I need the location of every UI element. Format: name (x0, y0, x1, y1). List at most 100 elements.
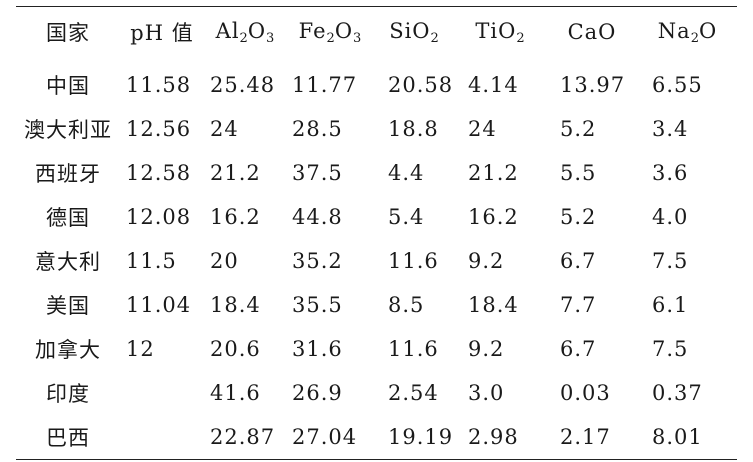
value-cell-na2o: 3.4 (652, 117, 689, 141)
column-header-sio2: SiO2 (374, 7, 454, 57)
value-cell-sio2: 8.5 (388, 293, 425, 317)
value-cell-al2o3: 20 (210, 249, 239, 273)
formula-text: O (247, 18, 267, 43)
value-cell-tio2: 4.14 (468, 73, 519, 97)
value-cell-fe2o3: 27.04 (292, 425, 358, 449)
value-cell-ph (120, 371, 204, 415)
value-cell-ph (120, 415, 204, 459)
country-cell: 印度 (46, 382, 90, 406)
value-cell-cao: 6.7 (560, 249, 597, 273)
country-cell: 意大利 (35, 250, 101, 274)
value-cell-ph: 11.04 (126, 293, 192, 317)
table-header-row: 国家 pH 值 Al2O3 Fe2O3 SiO2 TiO2 CaO Na2O (16, 7, 737, 57)
value-cell-na2o: 7.5 (652, 249, 689, 273)
value-cell-fe2o3: 11.77 (292, 73, 358, 97)
table-row: 印度 41.6 26.9 2.54 3.0 0.03 0.37 (16, 371, 737, 415)
value-cell-fe2o3: 37.5 (292, 161, 343, 185)
value-cell-al2o3: 21.2 (210, 161, 261, 185)
column-header-tio2: TiO2 (454, 7, 546, 57)
composition-table: 国家 pH 值 Al2O3 Fe2O3 SiO2 TiO2 CaO Na2O 中国 11.58 2… (16, 7, 737, 459)
country-cell: 美国 (46, 294, 90, 318)
formula-subscript: 3 (266, 30, 275, 46)
value-cell-sio2: 20.58 (388, 73, 454, 97)
value-cell-cao: 0.03 (560, 381, 611, 405)
value-cell-fe2o3: 28.5 (292, 117, 343, 141)
value-cell-na2o: 7.5 (652, 337, 689, 361)
value-cell-ph: 11.58 (126, 73, 192, 97)
value-cell-tio2: 18.4 (468, 293, 519, 317)
value-cell-tio2: 9.2 (468, 337, 505, 361)
column-header-na2o: Na2O (638, 7, 737, 57)
value-cell-na2o: 3.6 (652, 161, 689, 185)
country-cell: 西班牙 (35, 162, 101, 186)
value-cell-al2o3: 24 (210, 117, 239, 141)
formula-subscript: 2 (516, 30, 525, 46)
column-header-fe2o3: Fe2O3 (286, 7, 374, 57)
value-cell-na2o: 6.55 (652, 73, 703, 97)
column-header-text: Fe (298, 18, 327, 43)
value-cell-cao: 5.5 (560, 161, 597, 185)
value-cell-ph: 12.58 (126, 161, 192, 185)
value-cell-al2o3: 18.4 (210, 293, 261, 317)
value-cell-fe2o3: 35.5 (292, 293, 343, 317)
country-cell: 中国 (46, 74, 90, 98)
column-header-text: pH 值 (130, 21, 194, 45)
value-cell-cao: 2.17 (560, 425, 611, 449)
value-cell-fe2o3: 26.9 (292, 381, 343, 405)
value-cell-cao: 7.7 (560, 293, 597, 317)
value-cell-sio2: 11.6 (388, 337, 439, 361)
value-cell-al2o3: 16.2 (210, 205, 261, 229)
composition-table-container: 国家 pH 值 Al2O3 Fe2O3 SiO2 TiO2 CaO Na2O 中国 11.58 2… (16, 4, 737, 460)
value-cell-cao: 6.7 (560, 337, 597, 361)
value-cell-ph: 12 (126, 337, 155, 361)
formula-text: O (698, 18, 718, 43)
value-cell-tio2: 21.2 (468, 161, 519, 185)
formula-text: O (334, 18, 354, 43)
formula-subscript: 2 (690, 30, 699, 46)
column-header-text: TiO (475, 18, 517, 43)
country-cell: 德国 (46, 206, 90, 230)
column-header-text: SiO (389, 18, 431, 43)
value-cell-tio2: 2.98 (468, 425, 519, 449)
value-cell-fe2o3: 35.2 (292, 249, 343, 273)
top-rule (16, 6, 737, 7)
formula-subscript: 2 (430, 30, 439, 46)
value-cell-fe2o3: 44.8 (292, 205, 343, 229)
column-header-text: Na (657, 18, 691, 43)
column-header-country: 国家 (16, 7, 120, 57)
column-header-text: CaO (567, 20, 617, 44)
country-cell: 巴西 (46, 426, 90, 450)
value-cell-al2o3: 22.87 (210, 425, 276, 449)
table-row: 加拿大 12 20.6 31.6 11.6 9.2 6.7 7.5 (16, 327, 737, 371)
formula-subscript: 2 (239, 30, 248, 46)
table-body: 中国 11.58 25.48 11.77 20.58 4.14 13.97 6.55 澳大利亚 1… (16, 57, 737, 459)
value-cell-cao: 13.97 (560, 73, 626, 97)
value-cell-cao: 5.2 (560, 117, 597, 141)
country-cell: 加拿大 (35, 338, 101, 362)
value-cell-sio2: 19.19 (388, 425, 454, 449)
value-cell-sio2: 11.6 (388, 249, 439, 273)
table-row: 西班牙 12.58 21.2 37.5 4.4 21.2 5.5 3.6 (16, 151, 737, 195)
value-cell-tio2: 24 (468, 117, 497, 141)
formula-subscript: 3 (353, 30, 362, 46)
value-cell-cao: 5.2 (560, 205, 597, 229)
value-cell-sio2: 2.54 (388, 381, 439, 405)
table-row: 中国 11.58 25.48 11.77 20.58 4.14 13.97 6.55 (16, 57, 737, 107)
column-header-text: Al (215, 18, 240, 43)
table-row: 德国 12.08 16.2 44.8 5.4 16.2 5.2 4.0 (16, 195, 737, 239)
value-cell-ph: 12.56 (126, 117, 192, 141)
column-header-cao: CaO (546, 7, 638, 57)
value-cell-na2o: 6.1 (652, 293, 689, 317)
formula-subscript: 2 (326, 30, 335, 46)
column-header-al2o3: Al2O3 (204, 7, 286, 57)
table-row: 澳大利亚 12.56 24 28.5 18.8 24 5.2 3.4 (16, 107, 737, 151)
column-header-ph: pH 值 (120, 7, 204, 57)
value-cell-tio2: 3.0 (468, 381, 505, 405)
value-cell-al2o3: 20.6 (210, 337, 261, 361)
value-cell-fe2o3: 31.6 (292, 337, 343, 361)
value-cell-na2o: 8.01 (652, 425, 703, 449)
value-cell-sio2: 4.4 (388, 161, 425, 185)
country-cell: 澳大利亚 (24, 118, 112, 142)
table-row: 巴西 22.87 27.04 19.19 2.98 2.17 8.01 (16, 415, 737, 459)
value-cell-al2o3: 25.48 (210, 73, 276, 97)
